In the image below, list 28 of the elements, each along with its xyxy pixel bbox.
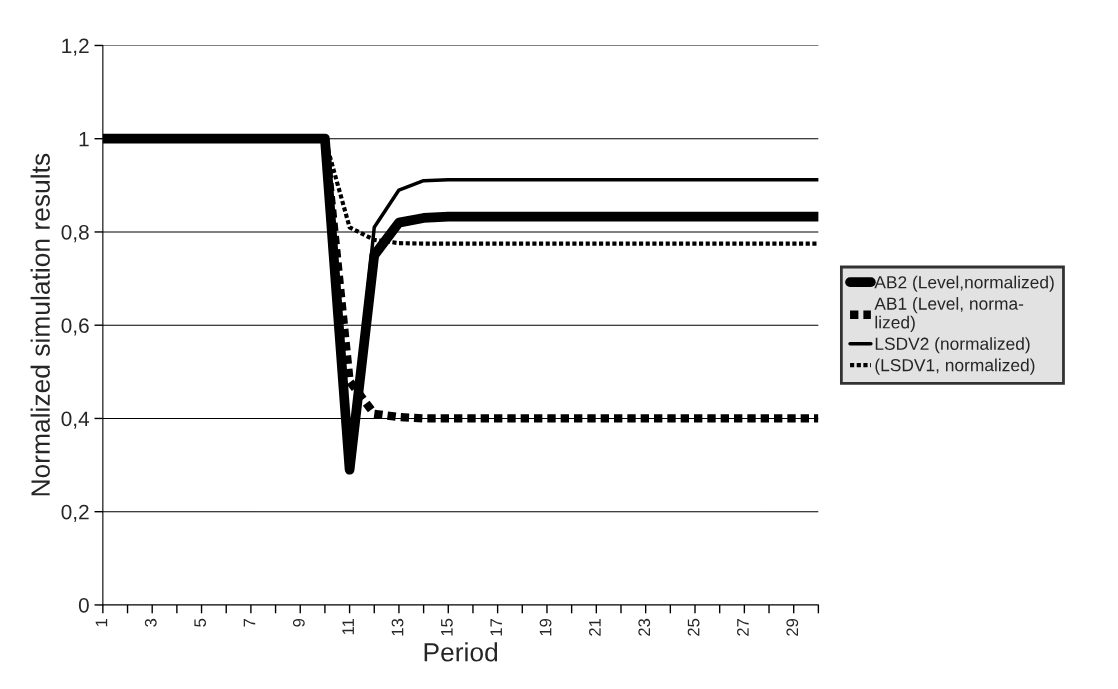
x-tick-label: 19 xyxy=(539,618,552,636)
x-tick-label: 21 xyxy=(588,618,601,636)
x-tick-label: 1 xyxy=(95,618,108,627)
legend-label: (LSDV1, normalized) xyxy=(875,358,1035,375)
x-tick-label: 9 xyxy=(292,618,305,627)
x-tick-label: 11 xyxy=(342,618,354,635)
x-tick-label: 7 xyxy=(243,618,256,627)
x-tick-label: 23 xyxy=(638,618,651,636)
x-axis-title: Period xyxy=(424,642,498,662)
y-axis-title: Normalized simulation results xyxy=(30,153,50,496)
x-tick-label: 27 xyxy=(737,618,749,636)
x-tick-label: 5 xyxy=(194,618,207,627)
x-tick-label: 15 xyxy=(441,618,453,636)
x-tick-label: 13 xyxy=(391,618,404,636)
y-tick-label: 0,6 xyxy=(61,318,89,336)
x-tick-label: 25 xyxy=(687,618,700,636)
y-tick-label: 0,4 xyxy=(61,411,90,429)
x-tick-label: 17 xyxy=(490,618,502,636)
y-tick-label: 1 xyxy=(79,131,89,147)
legend-label: AB1 (Level, norma- lized) xyxy=(874,297,1024,332)
y-tick-label: 0,2 xyxy=(61,504,89,522)
y-tick-label: 0 xyxy=(78,597,89,613)
x-tick-label: 3 xyxy=(144,618,157,627)
legend-label: AB2 (Level,normalized) xyxy=(874,275,1054,292)
y-tick-label: 0,8 xyxy=(61,224,89,243)
legend-label: LSDV2 (normalized) xyxy=(875,337,1030,354)
x-tick-label: 29 xyxy=(786,618,799,636)
y-tick-label: 1,2 xyxy=(62,38,89,56)
